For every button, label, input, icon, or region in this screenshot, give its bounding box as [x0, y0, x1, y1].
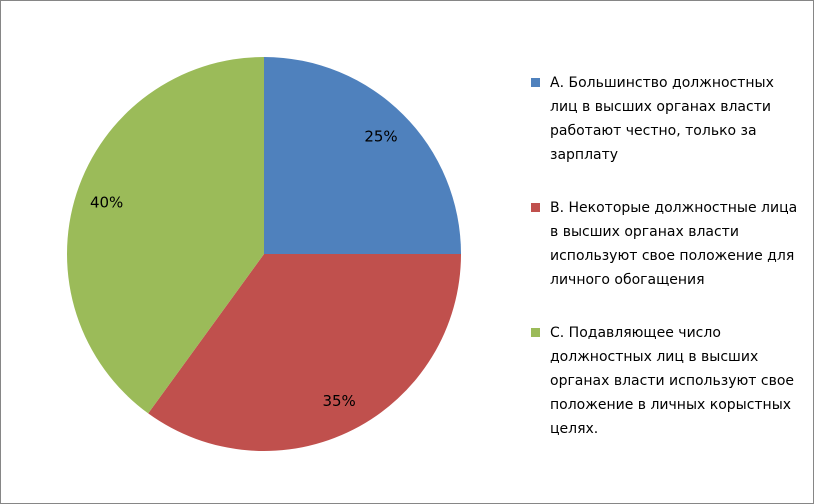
- data-label: 35%: [322, 392, 355, 410]
- legend-swatch: [531, 328, 540, 337]
- legend-entry: А. Большинство должностных лиц в высших …: [531, 71, 801, 167]
- legend-entry: С. Подавляющее число должностных лиц в в…: [531, 321, 801, 441]
- pie-slice: [148, 254, 461, 451]
- legend-swatch: [531, 78, 540, 87]
- pie-slice: [264, 57, 461, 254]
- data-label: 25%: [364, 127, 397, 145]
- legend-label: В. Некоторые должностные лица в высших о…: [550, 200, 798, 288]
- data-label: 40%: [90, 193, 123, 211]
- legend-label: С. Подавляющее число должностных лиц в в…: [550, 325, 794, 437]
- pie-slice: [67, 57, 265, 414]
- legend-swatch: [531, 203, 540, 212]
- legend-label: А. Большинство должностных лиц в высших …: [550, 75, 774, 163]
- legend-entry: В. Некоторые должностные лица в высших о…: [531, 196, 801, 292]
